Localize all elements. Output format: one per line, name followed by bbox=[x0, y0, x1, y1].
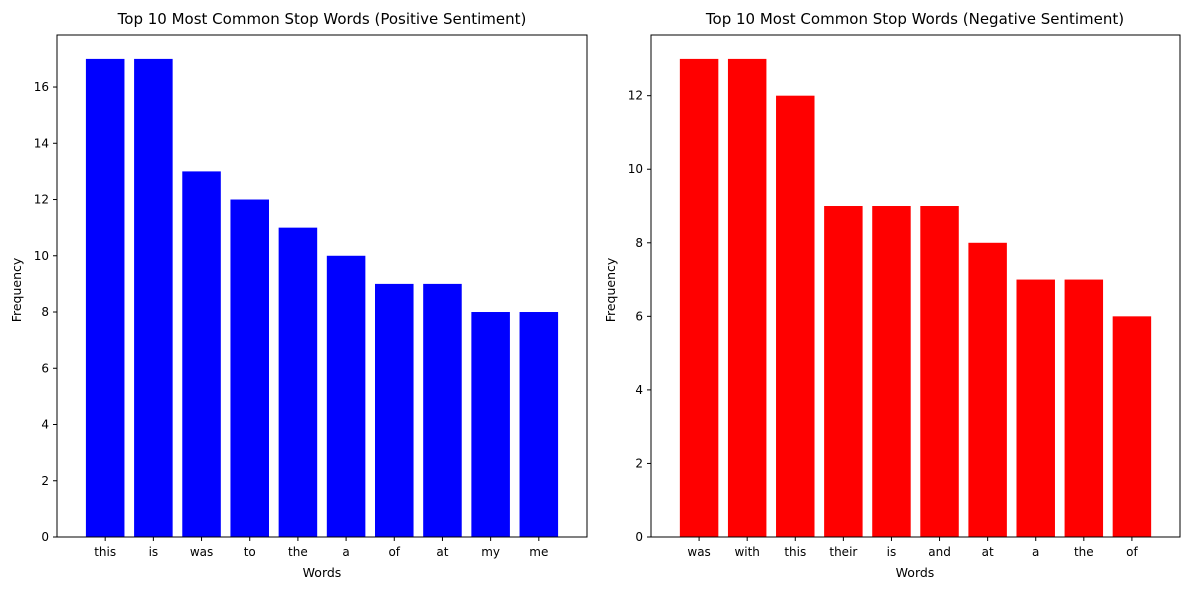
y-tick-label: 6 bbox=[635, 309, 643, 323]
bar-the bbox=[1064, 279, 1104, 537]
x-tick-label: a bbox=[342, 545, 349, 559]
plot-frame bbox=[56, 34, 588, 538]
x-axis-label: Words bbox=[896, 565, 935, 580]
bar-me bbox=[519, 312, 559, 537]
bar-was bbox=[679, 58, 719, 538]
x-axis-label: Words bbox=[303, 565, 342, 580]
y-tick-label: 8 bbox=[635, 236, 643, 250]
bar-a bbox=[326, 255, 366, 537]
x-tick-label: me bbox=[529, 545, 548, 559]
bar-a bbox=[1016, 279, 1055, 537]
y-tick-label: 8 bbox=[41, 305, 49, 319]
y-tick-label: 14 bbox=[34, 136, 49, 150]
x-tick-label: a bbox=[1032, 545, 1039, 559]
bar-the bbox=[278, 227, 318, 537]
bar-at bbox=[968, 242, 1007, 538]
x-tick-label: my bbox=[481, 545, 500, 559]
y-axis-label: Frequency bbox=[9, 257, 24, 322]
y-tick-label: 4 bbox=[635, 383, 643, 397]
bar-this bbox=[776, 95, 815, 537]
bar-to bbox=[230, 199, 269, 538]
x-tick-label: of bbox=[1126, 545, 1138, 559]
y-tick-label: 4 bbox=[41, 418, 49, 432]
y-tick-label: 2 bbox=[635, 456, 643, 470]
x-tick-label: their bbox=[829, 545, 857, 559]
bar-of bbox=[1112, 316, 1152, 537]
y-axis-label: Frequency bbox=[603, 257, 618, 322]
bars bbox=[679, 58, 1152, 538]
x-tick-label: was bbox=[687, 545, 710, 559]
y-ticks: 0 2 4 6 8 10 12 bbox=[628, 89, 651, 544]
chart-negative-sentiment: Top 10 Most Common Stop Words (Negative … bbox=[603, 10, 1181, 580]
x-ticks: this is was to the a of at my me bbox=[94, 537, 548, 559]
x-tick-label: of bbox=[388, 545, 400, 559]
bar-is bbox=[872, 206, 911, 537]
bar-at bbox=[423, 283, 462, 537]
y-tick-label: 16 bbox=[34, 80, 49, 94]
x-tick-label: was bbox=[190, 545, 213, 559]
x-tick-label: at bbox=[982, 545, 994, 559]
chart-positive-sentiment: Top 10 Most Common Stop Words (Positive … bbox=[9, 10, 588, 580]
y-tick-label: 0 bbox=[41, 530, 49, 544]
y-tick-label: 12 bbox=[34, 193, 49, 207]
bar-was bbox=[182, 171, 221, 537]
y-tick-label: 10 bbox=[628, 162, 643, 176]
y-tick-label: 2 bbox=[41, 474, 49, 488]
bar-and bbox=[920, 206, 959, 537]
x-ticks: was with this their is and at a the of bbox=[687, 537, 1138, 559]
bar-is bbox=[134, 58, 173, 538]
y-ticks: 0 2 4 6 8 10 12 14 16 bbox=[34, 80, 57, 544]
x-tick-label: and bbox=[928, 545, 951, 559]
bar-their bbox=[824, 206, 863, 537]
chart-title: Top 10 Most Common Stop Words (Positive … bbox=[117, 10, 527, 28]
x-tick-label: this bbox=[784, 545, 806, 559]
bar-of bbox=[375, 283, 414, 537]
x-tick-label: the bbox=[288, 545, 308, 559]
x-tick-label: to bbox=[244, 545, 256, 559]
x-tick-label: the bbox=[1074, 545, 1094, 559]
x-tick-label: with bbox=[734, 545, 759, 559]
chart-title: Top 10 Most Common Stop Words (Negative … bbox=[705, 10, 1124, 28]
y-tick-label: 12 bbox=[628, 89, 643, 103]
bar-my bbox=[471, 312, 510, 537]
bar-with bbox=[727, 58, 767, 538]
x-tick-label: at bbox=[436, 545, 448, 559]
y-tick-label: 6 bbox=[41, 361, 49, 375]
x-tick-label: is bbox=[149, 545, 159, 559]
y-tick-label: 0 bbox=[635, 530, 643, 544]
y-tick-label: 10 bbox=[34, 249, 49, 263]
plot-frame bbox=[650, 34, 1181, 538]
bar-this bbox=[85, 58, 125, 538]
bars bbox=[85, 58, 559, 538]
x-tick-label: this bbox=[94, 545, 116, 559]
x-tick-label: is bbox=[887, 545, 897, 559]
